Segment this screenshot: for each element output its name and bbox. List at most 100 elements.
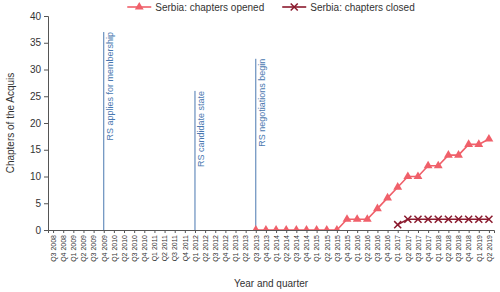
annotation-lines	[104, 32, 256, 230]
point-symbol	[474, 139, 483, 147]
point	[383, 193, 392, 201]
x-tick-label: Q3 2013	[253, 235, 261, 262]
point	[414, 216, 421, 223]
x-tick-mark	[438, 230, 439, 233]
x-tick: Q2 2014	[283, 230, 291, 262]
x-tick-label: Q1 2015	[313, 235, 321, 262]
point	[393, 182, 402, 190]
point-symbol	[262, 225, 271, 230]
x-tick-label: Q2 2017	[405, 235, 413, 262]
x-tick-label: Q2 2013	[242, 235, 250, 262]
annotation-text: RS applies for membership	[105, 32, 115, 141]
point-symbol	[343, 214, 352, 222]
x-tick-mark	[317, 230, 318, 233]
chart: 0510152025303540Q3 2008Q4 2008Q1 2009Q2 …	[0, 0, 500, 292]
point-symbol	[353, 214, 362, 222]
x-tick-mark	[94, 230, 95, 233]
point	[414, 171, 423, 179]
point	[464, 139, 473, 147]
x-tick-mark	[256, 230, 257, 233]
y-tick-label: 15	[30, 144, 42, 155]
x-tick-mark	[286, 230, 287, 233]
x-tick-label: Q3 2012	[212, 235, 220, 262]
point	[403, 171, 412, 179]
point	[322, 225, 331, 230]
x-tick: Q4 2016	[384, 230, 392, 262]
y-tick-label: 20	[30, 118, 42, 129]
x-tick-label: Q2 2009	[80, 235, 88, 262]
point	[424, 161, 433, 169]
point	[404, 216, 411, 223]
x-tick-label: Q3 2008	[50, 235, 58, 262]
x-tick: Q4 2015	[344, 230, 352, 262]
x-tick-mark	[266, 230, 267, 233]
point	[474, 139, 483, 147]
x-tick: Q4 2018	[465, 230, 473, 262]
x-tick-mark	[124, 230, 125, 233]
x-tick: Q1 2018	[435, 230, 443, 262]
x-tick-label: Q3 2017	[415, 235, 423, 262]
x-tick: Q4 2014	[303, 230, 311, 262]
y-tick: 15	[30, 144, 48, 155]
point	[251, 225, 260, 230]
x-tick-mark	[388, 230, 389, 233]
y-tick-label: 35	[30, 37, 42, 48]
x-tick-label: Q3 2015	[334, 235, 342, 262]
x-tick-label: Q3 2018	[455, 235, 463, 262]
x-tick-label: Q4 2016	[384, 235, 392, 262]
x-tick-mark	[195, 230, 196, 233]
x-tick: Q2 2019	[486, 230, 494, 262]
x-tick-label: Q1 2017	[394, 235, 402, 262]
x-tick: Q3 2017	[415, 230, 423, 262]
y-tick-label: 0	[35, 225, 41, 236]
x-tick: Q3 2010	[131, 230, 139, 262]
point-symbol	[485, 134, 494, 142]
point-symbol	[414, 171, 423, 179]
legend-symbol	[291, 3, 298, 10]
x-tick: Q4 2008	[60, 230, 68, 262]
x-tick-label: Q1 2011	[151, 235, 159, 261]
x-tick-label: Q2 2018	[445, 235, 453, 262]
y-tick-mark	[44, 70, 48, 71]
x-tick-label: Q1 2010	[111, 235, 119, 262]
x-tick-label: Q4 2014	[303, 235, 311, 262]
x-tick-label: Q1 2012	[192, 235, 200, 262]
point	[485, 216, 492, 223]
x-tick-label: Q2 2010	[121, 235, 129, 262]
point-symbol	[394, 221, 401, 228]
point-symbol	[282, 225, 291, 230]
x-tick-mark	[215, 230, 216, 233]
x-tick-mark	[479, 230, 480, 233]
x-tick-mark	[428, 230, 429, 233]
x-tick-mark	[63, 230, 64, 233]
x-tick-label: Q1 2014	[273, 235, 281, 262]
x-tick-mark	[246, 230, 247, 233]
point-symbol	[251, 225, 260, 230]
legend-swatch-marker	[291, 3, 298, 10]
legend-symbol	[135, 2, 144, 10]
x-tick-mark	[448, 230, 449, 233]
point-symbol	[444, 150, 453, 158]
point-symbol	[383, 193, 392, 201]
x-tick-label: Q2 2015	[323, 235, 331, 262]
y-tick-mark	[44, 43, 48, 44]
x-tick: Q3 2008	[50, 230, 58, 262]
y-tick-label: 25	[30, 91, 42, 102]
x-tick-mark	[53, 230, 54, 233]
point-symbol	[403, 171, 412, 179]
y-tick: 30	[30, 64, 48, 75]
y-tick-label: 30	[30, 64, 42, 75]
point-symbol	[454, 150, 463, 158]
x-tick: Q1 2015	[313, 230, 321, 262]
point-symbol	[475, 216, 482, 223]
point	[455, 216, 462, 223]
x-tick-label: Q3 2016	[374, 235, 382, 262]
x-tick-label: Q1 2018	[435, 235, 443, 262]
x-tick-mark	[104, 230, 105, 233]
point	[435, 216, 442, 223]
point-symbol	[455, 216, 462, 223]
x-tick-mark	[347, 230, 348, 233]
x-tick-label: Q1 2013	[232, 235, 240, 262]
y-tick-label: 10	[30, 171, 42, 182]
point-symbol	[435, 216, 442, 223]
